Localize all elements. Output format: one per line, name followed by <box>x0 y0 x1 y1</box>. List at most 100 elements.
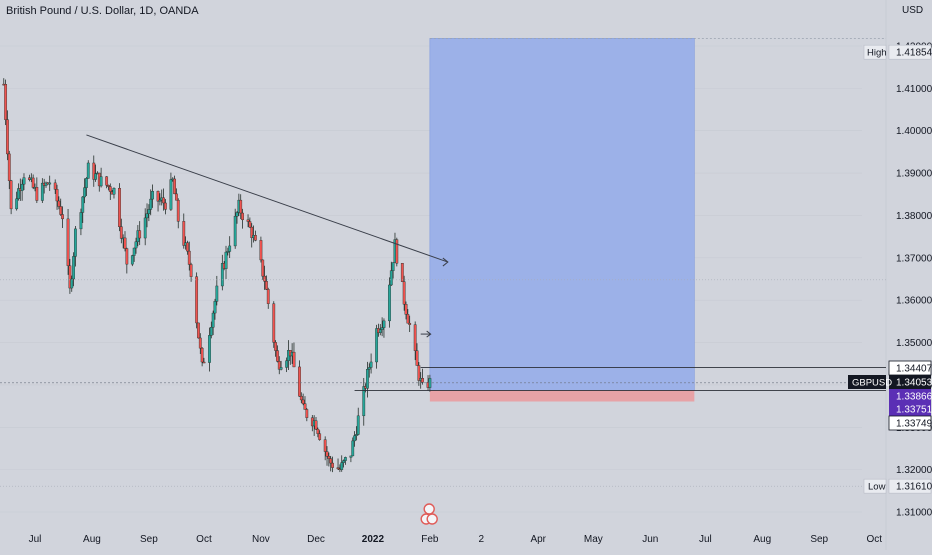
candle <box>143 217 147 239</box>
low-label: Low <box>868 482 886 493</box>
low-value: 1.31610 <box>896 482 932 493</box>
x-tick-label: Aug <box>83 534 101 545</box>
trendline-arrow-icon <box>442 257 449 267</box>
price-axis-unit[interactable]: USD <box>902 5 924 16</box>
candle <box>263 275 266 282</box>
candle <box>246 219 250 222</box>
candle <box>402 281 406 305</box>
y-tick-label: 1.32000 <box>896 465 932 476</box>
candle <box>134 241 138 249</box>
candle <box>105 176 109 186</box>
uk-flag-icon[interactable] <box>423 503 435 515</box>
x-tick-label: Oct <box>196 534 212 545</box>
candle <box>366 369 369 389</box>
candle <box>351 440 355 457</box>
y-tick-label: 1.41000 <box>896 84 932 95</box>
candle <box>151 191 154 200</box>
candle <box>147 209 151 214</box>
x-tick-label: Aug <box>753 534 771 545</box>
candle <box>413 324 417 351</box>
price-label: 1.33751 <box>896 405 932 416</box>
candle <box>375 328 379 363</box>
x-tick-label: Sep <box>140 534 158 545</box>
x-tick-label: Sep <box>810 534 828 545</box>
x-tick-label: 2022 <box>362 534 385 545</box>
candle <box>145 213 149 219</box>
candle <box>125 248 129 265</box>
candle <box>182 221 186 246</box>
candle <box>9 180 13 210</box>
candle <box>112 187 116 195</box>
stop-zone[interactable] <box>429 390 695 402</box>
candle <box>336 467 340 470</box>
candle <box>68 265 72 289</box>
candle <box>417 365 421 381</box>
candle <box>118 187 121 227</box>
candle <box>132 247 136 256</box>
price-label: 1.34053 <box>896 378 932 389</box>
candle <box>279 367 283 370</box>
candle <box>94 173 98 180</box>
candle <box>31 177 35 188</box>
candle <box>200 347 204 363</box>
candle <box>17 188 20 200</box>
chart-title: British Pound / U.S. Dollar, 1D, OANDA <box>6 5 199 17</box>
candle <box>57 200 61 207</box>
x-tick-label: Feb <box>421 534 439 545</box>
high-value-badge <box>888 44 932 60</box>
candle <box>198 337 202 349</box>
candle <box>301 399 305 404</box>
candle <box>292 351 296 368</box>
candle <box>382 320 386 328</box>
candle <box>35 187 39 201</box>
candle <box>70 278 74 289</box>
x-tick-label: Apr <box>530 534 546 545</box>
candle <box>22 177 26 185</box>
candle <box>378 329 382 333</box>
candle <box>327 456 331 459</box>
low-value-badge <box>888 478 932 494</box>
x-tick-label: Jul <box>699 534 712 545</box>
candle <box>15 198 19 210</box>
candle <box>86 162 90 179</box>
candle <box>187 250 191 265</box>
candle <box>228 245 232 252</box>
candle <box>340 462 344 470</box>
trendline[interactable] <box>86 134 449 263</box>
candle <box>48 182 52 185</box>
x-tick-label: 2 <box>479 534 485 545</box>
candle <box>259 240 263 261</box>
candle <box>253 235 257 241</box>
candle <box>367 367 371 370</box>
candle <box>305 409 309 418</box>
candle <box>213 301 217 314</box>
candle <box>369 361 373 368</box>
candle <box>349 455 353 458</box>
candle <box>235 212 239 217</box>
candle <box>211 312 215 328</box>
target-zone[interactable] <box>429 38 695 391</box>
candle <box>61 214 64 220</box>
candle <box>408 322 412 325</box>
y-tick-label: 1.38000 <box>896 211 932 222</box>
candle <box>156 191 160 202</box>
y-tick-label: 1.39000 <box>896 169 932 180</box>
candle <box>265 281 268 290</box>
candle <box>108 186 112 192</box>
candle <box>92 162 96 180</box>
candle <box>298 366 301 397</box>
candle <box>355 434 358 436</box>
candle <box>149 198 153 210</box>
us-flag-icon[interactable] <box>426 513 438 525</box>
candle <box>389 270 393 286</box>
candle <box>162 197 165 204</box>
x-tick-label: Oct <box>867 534 883 545</box>
y-tick-label: 1.31000 <box>896 508 932 519</box>
candle <box>83 187 86 198</box>
candle <box>362 386 366 417</box>
x-tick-label: Nov <box>252 534 270 545</box>
price-label-box <box>889 375 931 389</box>
candle <box>356 415 360 435</box>
